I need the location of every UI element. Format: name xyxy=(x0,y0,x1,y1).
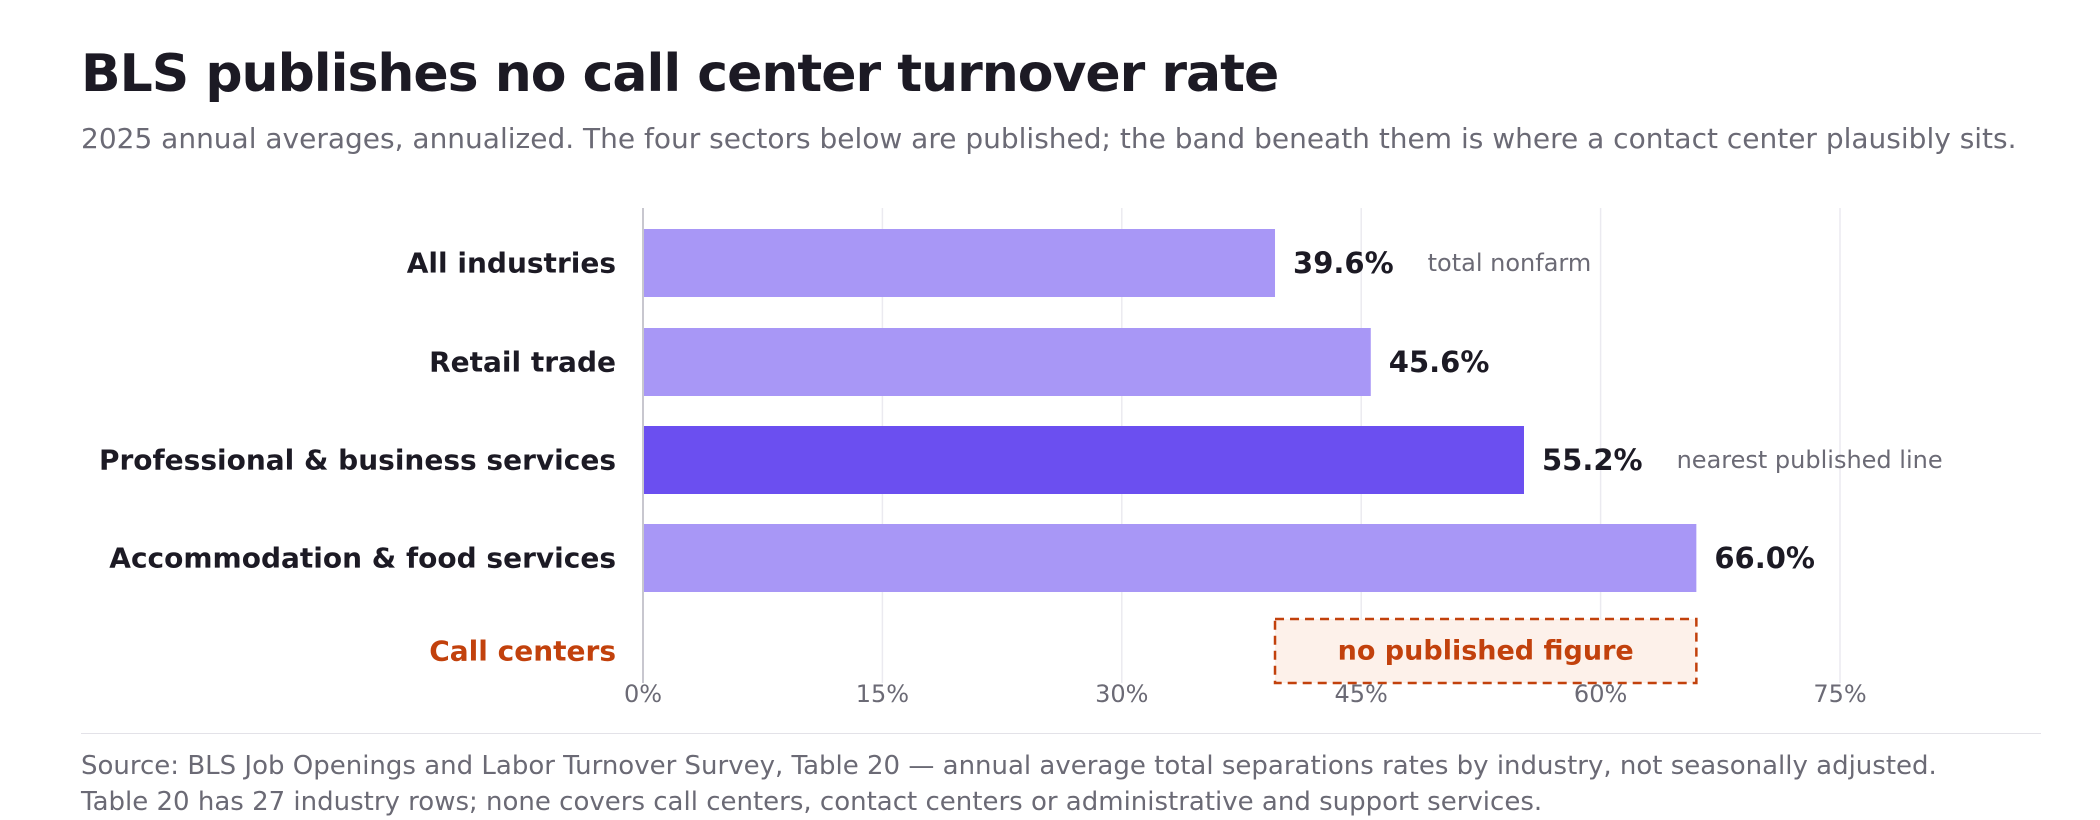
call-centers-band xyxy=(1273,617,1698,685)
x-tick-label: 15% xyxy=(856,680,909,708)
category-label: All industries xyxy=(407,247,616,280)
x-tick-label: 30% xyxy=(1095,680,1148,708)
bar xyxy=(643,426,1524,494)
category-label: Professional & business services xyxy=(99,444,616,477)
call-centers-label: Call centers xyxy=(429,635,616,668)
category-label: Retail trade xyxy=(429,346,616,379)
bar xyxy=(643,328,1371,396)
source-line-2: Table 20 has 27 industry rows; none cove… xyxy=(81,787,1543,817)
x-tick-label: 75% xyxy=(1813,680,1866,708)
value-label: 39.6% xyxy=(1293,246,1394,280)
footer-divider xyxy=(81,733,2041,734)
bar xyxy=(643,229,1276,297)
value-label: 66.0% xyxy=(1714,541,1815,575)
source-note: Source: BLS Job Openings and Labor Turno… xyxy=(81,748,1937,820)
bar xyxy=(643,524,1697,592)
x-tick-label: 60% xyxy=(1574,680,1627,708)
x-tick-label: 45% xyxy=(1335,680,1388,708)
bar-annotation: nearest published line xyxy=(1677,446,1943,474)
value-label: 45.6% xyxy=(1389,345,1490,379)
chart-subtitle: 2025 annual averages, annualized. The fo… xyxy=(81,122,2017,155)
value-label: 55.2% xyxy=(1542,443,1643,477)
bar-chart: All industries 39.6% total nonfarm Retail t… xyxy=(99,208,1943,708)
x-tick-label: 0% xyxy=(624,680,662,708)
chart-title: BLS publishes no call center turnover ra… xyxy=(81,44,1279,104)
bar-annotation: total nonfarm xyxy=(1428,249,1592,277)
band-label: no published figure xyxy=(1338,636,1634,667)
source-line-1: Source: BLS Job Openings and Labor Turno… xyxy=(81,751,1937,781)
category-label: Accommodation & food services xyxy=(109,542,616,575)
